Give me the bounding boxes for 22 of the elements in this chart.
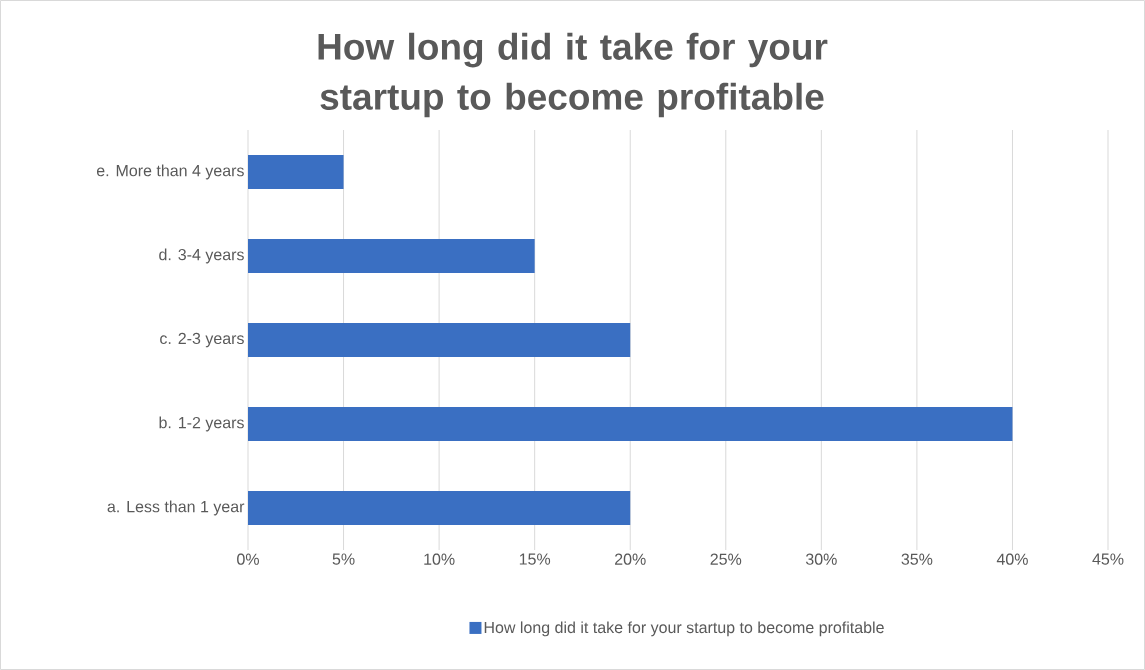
x-tick-label: 15%: [519, 553, 551, 565]
x-tick-label: 25%: [710, 553, 742, 565]
x-tick-label: 0%: [237, 553, 259, 565]
bar: [248, 323, 631, 357]
x-tick-label: 20%: [615, 553, 646, 565]
y-tick-label: e. More than 4 years: [96, 164, 244, 180]
bar: [248, 239, 535, 273]
y-tick-label: b. 1-2 years: [159, 416, 244, 432]
x-tick-label: 10%: [424, 553, 455, 565]
legend-label: How long did it take for your startup to become profitable: [484, 621, 884, 637]
bar: [248, 491, 631, 525]
bar: [248, 407, 1013, 441]
x-tick-label: 35%: [901, 553, 933, 565]
bar: [248, 155, 344, 189]
x-tick-label: 40%: [996, 553, 1028, 565]
y-tick-label: c. 2-3 years: [160, 332, 244, 348]
y-tick-label: a. Less than 1 year: [107, 500, 245, 516]
x-tick-label: 30%: [805, 553, 837, 565]
x-tick-label: 45%: [1092, 553, 1124, 565]
x-tick-label: 5%: [332, 553, 355, 565]
chart-title: How long did it take for your startup to become profitable: [318, 32, 828, 118]
y-tick-label: d. 3-4 years: [159, 248, 244, 264]
